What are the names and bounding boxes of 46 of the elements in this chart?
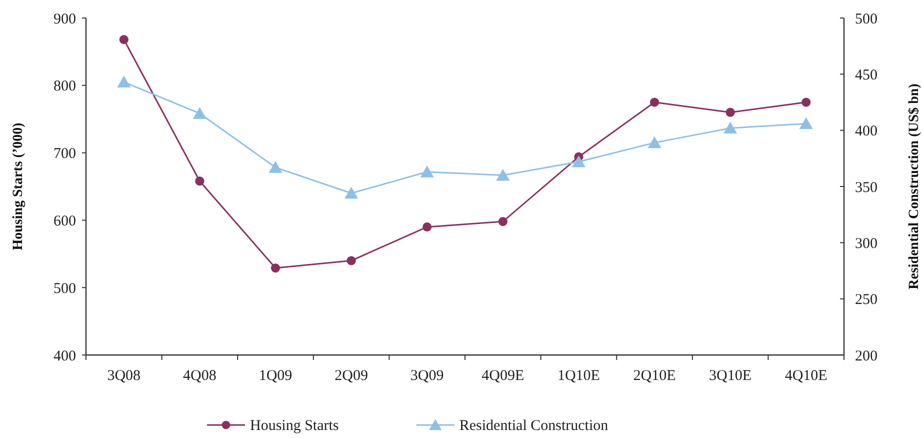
point [420,166,434,178]
point [346,256,356,266]
y2-axis-title: Residential Construction (US$ bn) [906,83,922,290]
point [192,107,206,119]
y-tick-label: 600 [54,213,76,230]
y2-tick-label: 250 [855,292,878,308]
y-tick-label: 400 [54,348,76,364]
point [268,161,282,173]
point [344,186,358,199]
point [496,168,510,181]
point [422,222,432,232]
point [119,35,128,44]
y-tick-label: 700 [54,146,76,162]
point [498,217,508,226]
x-tick-label: 4Q08 [183,368,216,384]
y2-tick-label: 350 [855,180,878,196]
y2-tick-label: 200 [855,348,878,364]
y-tick-label: 900 [54,11,76,28]
point [648,136,662,148]
y2-tick-label: 300 [855,236,878,252]
y2-tick-label: 450 [855,67,878,84]
point [117,76,131,88]
point [799,117,813,130]
x-tick-label: 4Q09E [482,368,524,384]
x-tick-label: 2Q09 [334,368,368,384]
legend-label: Residential Construction [459,418,609,434]
x-tick-label: 1Q09 [258,368,292,384]
x-tick-label: 4Q10E [784,368,828,384]
y2-tick-label: 400 [855,124,878,140]
y-axis-title: Housing Starts (’000) [10,122,26,250]
point [195,176,204,186]
x-tick-label: 1Q10E [557,368,600,384]
x-tick-label: 3Q10E [709,368,752,384]
point [572,155,586,168]
x-tick-label: 3Q08 [107,368,141,384]
legend-label: Housing Starts [250,418,339,434]
point [270,264,280,273]
point [726,108,735,117]
x-tick-label: 3Q09 [410,368,444,384]
y-tick-label: 800 [54,78,76,95]
x-tick-label: 2Q10E [633,368,676,384]
y-tick-label: 500 [54,280,76,297]
point [724,122,738,134]
point [802,98,811,107]
y2-tick-label: 500 [855,11,878,28]
point [650,98,660,107]
